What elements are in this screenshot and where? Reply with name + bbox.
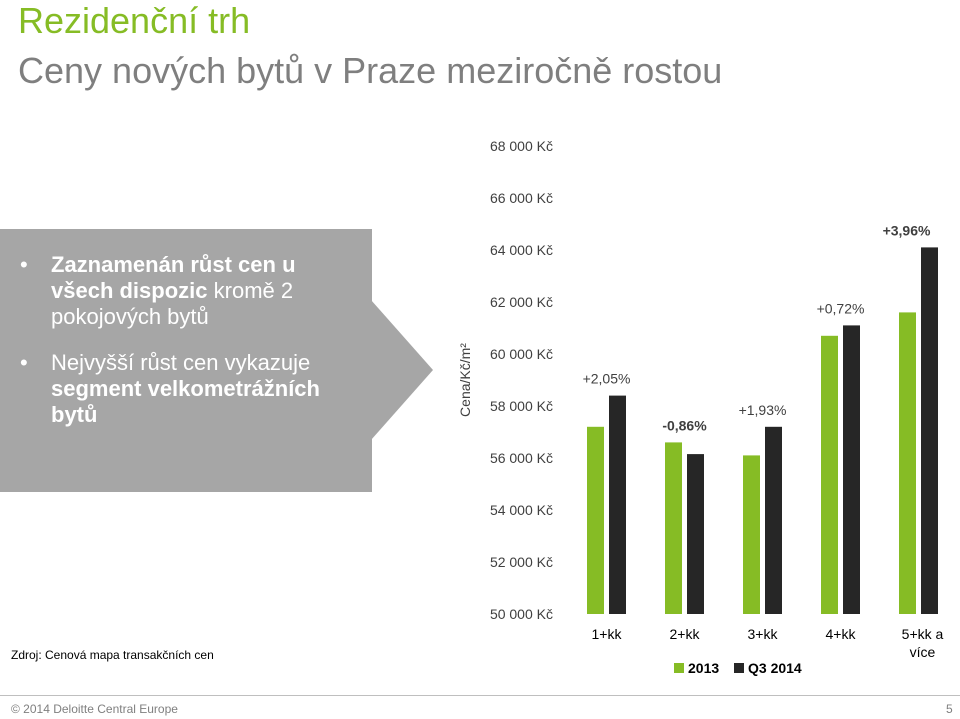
legend-label-q3-2014: Q3 2014: [748, 660, 802, 676]
copyright: © 2014 Deloitte Central Europe: [11, 702, 178, 716]
bar-2013: [821, 335, 838, 614]
source-note: Zdroj: Cenová mapa transakčních cen: [11, 648, 214, 662]
legend-swatch-q3-2014: [734, 663, 744, 673]
bar-2013: [587, 426, 604, 614]
y-tick-label: 68 000 Kč: [490, 138, 553, 154]
bar-2013: [743, 455, 760, 614]
bar-q3-2014: [921, 247, 938, 614]
y-tick-label: 64 000 Kč: [490, 242, 553, 258]
y-tick-label: 52 000 Kč: [490, 554, 553, 570]
bullet-text: Nejvyšší růst cen vykazuje: [51, 350, 311, 375]
bar-2013: [665, 442, 682, 614]
price-bar-chart: 50 000 Kč 52 000 Kč 54 000 Kč 56 000 Kč 58 0…: [457, 138, 944, 676]
bar-q3-2014: [765, 426, 782, 614]
page-title: Ceny nových bytů v Praze meziročně rosto…: [18, 50, 723, 91]
legend-label-2013: 2013: [688, 660, 719, 676]
section-title: Rezidenční trh: [18, 0, 251, 41]
growth-annotation: +0,72%: [817, 300, 865, 316]
bar-q3-2014: [843, 325, 860, 614]
footer-divider: [0, 695, 960, 696]
callout-panel: [0, 229, 372, 492]
x-category-label: 2+kk: [670, 626, 701, 642]
x-category-label: 3+kk: [748, 626, 779, 642]
growth-annotation: -0,86%: [662, 417, 707, 433]
x-category-label: 5+kk a více: [902, 626, 944, 660]
page-number: 5: [946, 702, 953, 716]
x-category-label: 1+kk: [592, 626, 623, 642]
bar-q3-2014: [609, 395, 626, 614]
callout-arrow: [371, 300, 433, 440]
y-tick-label: 58 000 Kč: [490, 398, 553, 414]
bullet-dot-icon: •: [20, 252, 28, 277]
bar-q3-2014: [687, 454, 704, 614]
y-axis-label: Cena/Kč/m²: [457, 343, 473, 417]
bullet-emphasis: segment velkometrážních bytů: [51, 376, 320, 427]
y-tick-label: 60 000 Kč: [490, 346, 553, 362]
y-tick-label: 50 000 Kč: [490, 606, 553, 622]
growth-annotation: +3,96%: [883, 222, 931, 238]
bullet-text: kromě 2 pokojových bytů: [51, 278, 294, 329]
bullet-dot-icon: •: [20, 350, 28, 375]
bullet-emphasis: Zaznamenán růst cen u všech dispozic: [51, 252, 296, 303]
bullet-item: • Nejvyšší růst cen vykazuje segment vel…: [18, 350, 358, 428]
callout-bullets: • Zaznamenán růst cen u všech dispozic k…: [18, 252, 358, 448]
legend-swatch-2013: [674, 663, 684, 673]
y-tick-label: 54 000 Kč: [490, 502, 553, 518]
y-tick-label: 66 000 Kč: [490, 190, 553, 206]
bar-2013: [899, 312, 916, 614]
growth-annotation: +1,93%: [739, 402, 787, 418]
y-tick-label: 62 000 Kč: [490, 294, 553, 310]
growth-annotation: +2,05%: [583, 371, 631, 387]
y-tick-label: 56 000 Kč: [490, 450, 553, 466]
x-category-label: 4+kk: [826, 626, 857, 642]
bullet-item: • Zaznamenán růst cen u všech dispozic k…: [18, 252, 358, 330]
